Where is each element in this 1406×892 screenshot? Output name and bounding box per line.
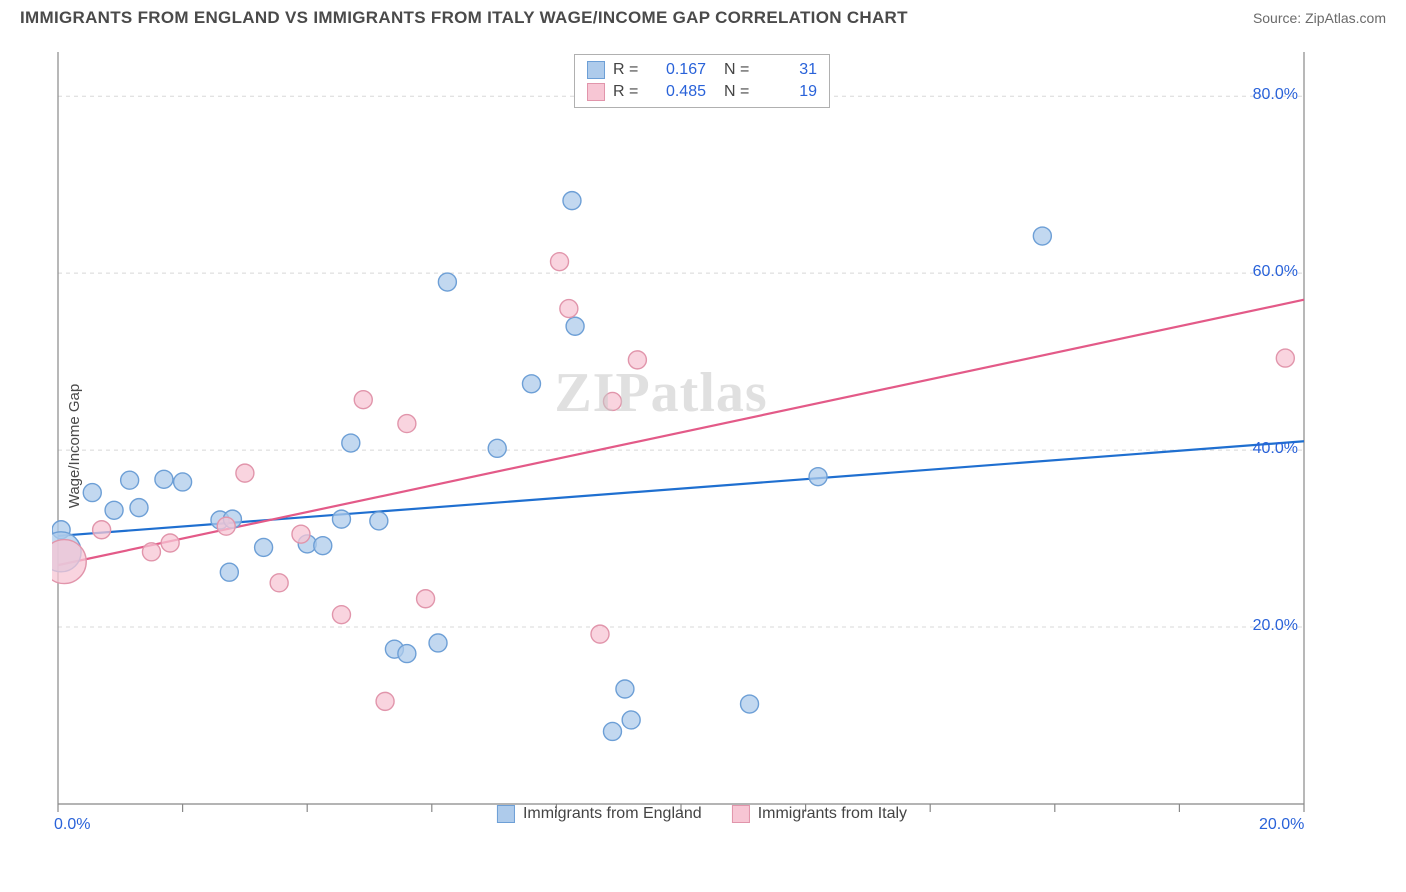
swatch-icon <box>732 805 750 823</box>
source-attribution: Source: ZipAtlas.com <box>1253 10 1386 26</box>
chart-area: ZIPatlas R = 0.167 N = 31 R = 0.485 N = … <box>52 50 1352 825</box>
legend-row-england: R = 0.167 N = 31 <box>587 59 817 81</box>
swatch-icon <box>497 805 515 823</box>
n-value: 31 <box>762 61 817 79</box>
n-label: N = <box>724 61 754 79</box>
swatch-icon <box>587 61 605 79</box>
r-value: 0.485 <box>651 83 706 101</box>
y-tick-label: 60.0% <box>1253 263 1298 281</box>
r-value: 0.167 <box>651 61 706 79</box>
y-tick-label: 40.0% <box>1253 440 1298 458</box>
legend-row-italy: R = 0.485 N = 19 <box>587 81 817 103</box>
y-tick-label: 80.0% <box>1253 86 1298 104</box>
scatter-chart-svg <box>52 50 1352 825</box>
r-label: R = <box>613 83 643 101</box>
legend-item-england: Immigrants from England <box>497 805 702 823</box>
n-label: N = <box>724 83 754 101</box>
chart-header: IMMIGRANTS FROM ENGLAND VS IMMIGRANTS FR… <box>0 0 1406 32</box>
y-tick-label: 20.0% <box>1253 617 1298 635</box>
r-label: R = <box>613 61 643 79</box>
legend-item-italy: Immigrants from Italy <box>732 805 907 823</box>
x-tick-max: 20.0% <box>1259 816 1304 834</box>
n-value: 19 <box>762 83 817 101</box>
correlation-legend: R = 0.167 N = 31 R = 0.485 N = 19 <box>574 54 830 108</box>
x-tick-min: 0.0% <box>54 816 90 834</box>
series-label: Immigrants from England <box>523 805 702 823</box>
series-label: Immigrants from Italy <box>758 805 907 823</box>
series-legend: Immigrants from England Immigrants from … <box>497 805 907 823</box>
chart-title: IMMIGRANTS FROM ENGLAND VS IMMIGRANTS FR… <box>20 8 908 28</box>
swatch-icon <box>587 83 605 101</box>
